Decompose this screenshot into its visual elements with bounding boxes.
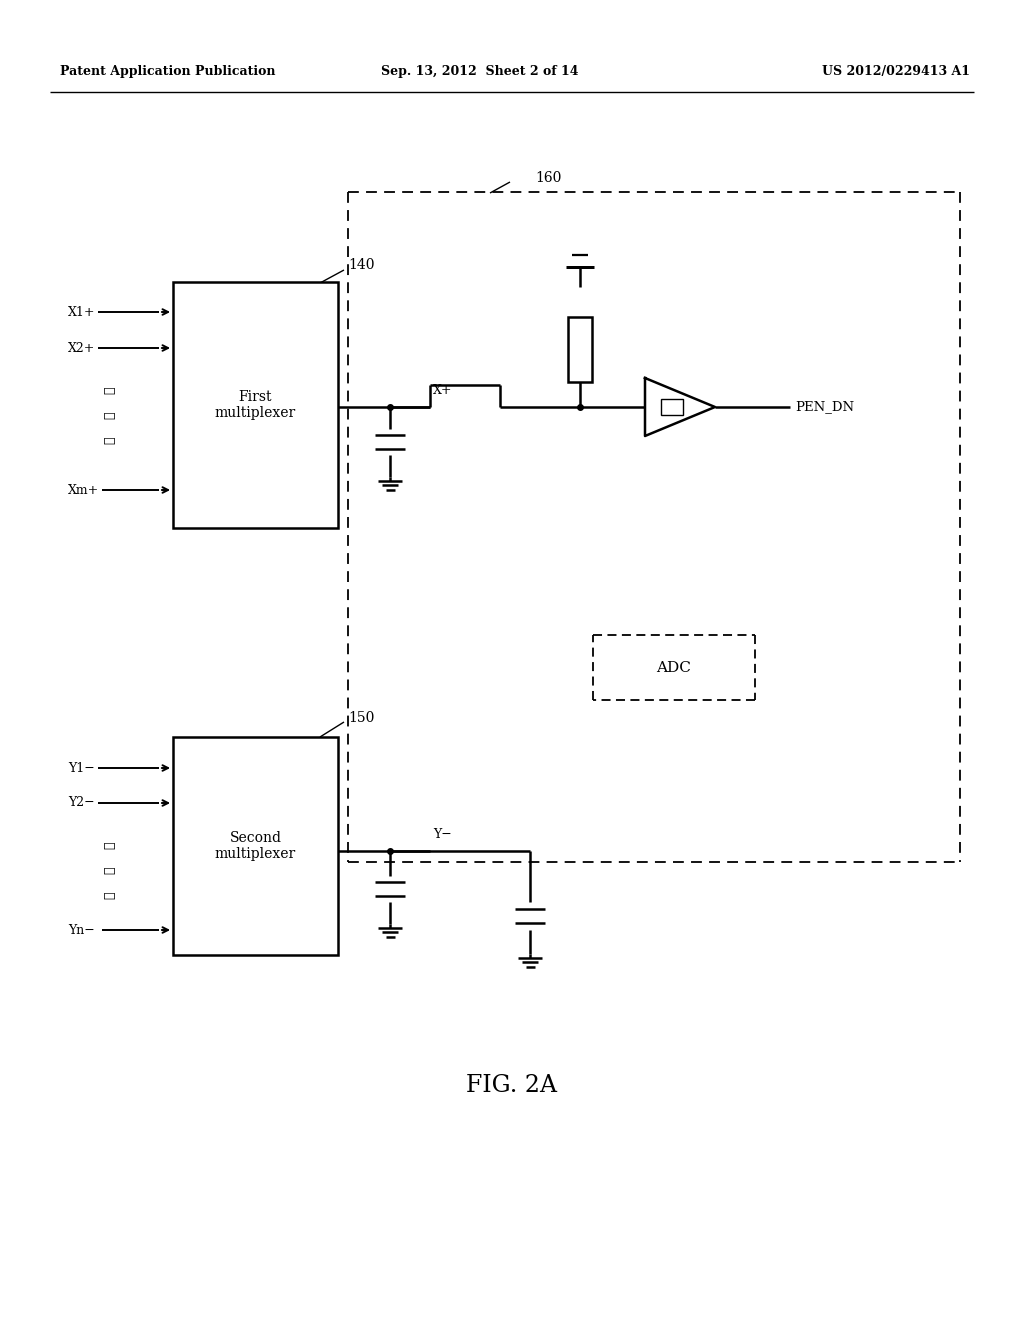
Text: ⋯: ⋯ xyxy=(103,866,117,874)
Bar xyxy=(173,282,338,528)
Text: Sep. 13, 2012  Sheet 2 of 14: Sep. 13, 2012 Sheet 2 of 14 xyxy=(381,66,579,78)
Bar xyxy=(568,317,592,381)
Text: Y2−: Y2− xyxy=(68,796,94,809)
Text: Y1−: Y1− xyxy=(68,762,95,775)
Text: Second
multiplexer: Second multiplexer xyxy=(215,830,296,861)
Text: PEN_DN: PEN_DN xyxy=(795,400,854,413)
Bar xyxy=(662,399,683,414)
Text: Patent Application Publication: Patent Application Publication xyxy=(60,66,275,78)
Text: US 2012/0229413 A1: US 2012/0229413 A1 xyxy=(822,66,970,78)
Text: ⋯: ⋯ xyxy=(103,412,117,418)
Text: First
multiplexer: First multiplexer xyxy=(215,389,296,420)
Text: ⋯: ⋯ xyxy=(103,841,117,849)
Text: Yn−: Yn− xyxy=(68,924,95,936)
Text: X1+: X1+ xyxy=(68,305,95,318)
Text: Xm+: Xm+ xyxy=(68,483,99,496)
Text: ⋯: ⋯ xyxy=(103,436,117,444)
Text: ADC: ADC xyxy=(656,660,691,675)
Text: 160: 160 xyxy=(535,172,561,185)
Text: Y−: Y− xyxy=(433,828,452,841)
Bar xyxy=(173,737,338,954)
Text: X2+: X2+ xyxy=(68,342,95,355)
Text: 140: 140 xyxy=(348,257,375,272)
Text: 150: 150 xyxy=(348,711,375,725)
Text: FIG. 2A: FIG. 2A xyxy=(467,1073,557,1097)
Text: ⋯: ⋯ xyxy=(103,387,117,393)
Text: ⋯: ⋯ xyxy=(103,891,117,899)
Text: X+: X+ xyxy=(433,384,453,397)
